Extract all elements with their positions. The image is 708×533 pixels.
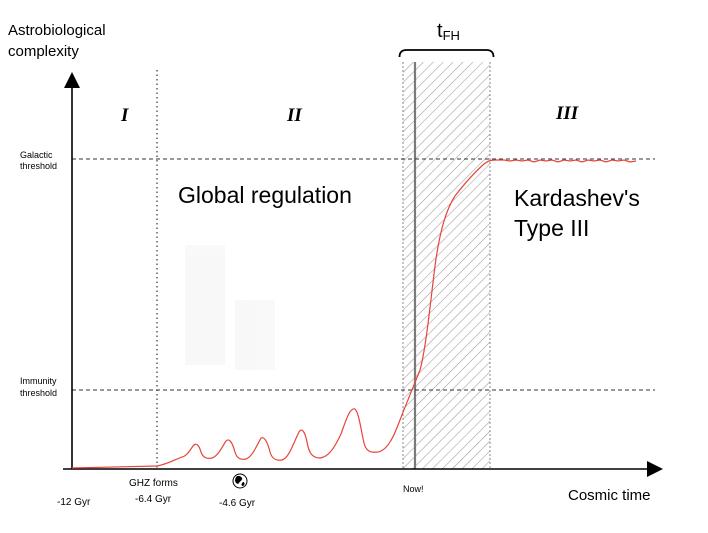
earth-time-label: -4.6 Gyr (219, 498, 256, 509)
complexity-curve (71, 159, 637, 469)
y-axis-label-line2: complexity (8, 43, 79, 60)
tfh-bracket (398, 49, 495, 58)
phase-2-label: II (286, 105, 302, 126)
kardashev-label-line1: Kardashev's (514, 185, 640, 211)
galactic-threshold-label-line1: Galactic (20, 150, 53, 160)
y-axis-label-line1: Astrobiological (8, 22, 106, 39)
tfh-label-main: t (437, 20, 443, 42)
tfh-label-sub: FH (443, 28, 460, 43)
x-axis-label: Cosmic time (568, 487, 651, 504)
global-regulation-label: Global regulation (178, 182, 352, 208)
immunity-threshold-label-line1: Immunity (20, 376, 57, 386)
phase-3-label: III (555, 103, 579, 124)
ghz-forms-label-line2: -6.4 Gyr (135, 494, 172, 505)
tfh-label: tFH (437, 20, 460, 43)
galactic-threshold-label-line2: threshold (20, 161, 57, 171)
ghz-forms-label-line1: GHZ forms (129, 478, 178, 489)
earth-globe-icon (232, 473, 248, 489)
now-label: Now! (403, 484, 424, 494)
kardashev-label-line2: Type III (514, 215, 589, 241)
future-horizon-band (403, 62, 490, 469)
background-watermark (185, 245, 275, 370)
phase-1-label: I (120, 105, 129, 126)
time-start-label: -12 Gyr (57, 497, 91, 508)
immunity-threshold-label-line2: threshold (20, 388, 57, 398)
